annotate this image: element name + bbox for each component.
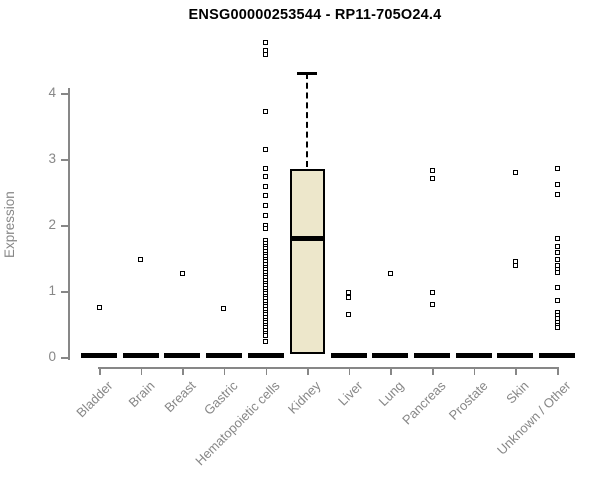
- outlier-point: [387, 270, 393, 276]
- outlier-point: [512, 169, 518, 175]
- outlier-point: [554, 270, 560, 276]
- outlier-point: [138, 256, 144, 262]
- y-axis-line: [68, 88, 70, 360]
- outlier-point: [554, 181, 560, 187]
- outlier-point: [429, 176, 435, 182]
- outlier-point: [429, 167, 435, 173]
- outlier-point: [263, 47, 269, 53]
- collapsed-box-bar: [455, 352, 492, 358]
- outlier-point: [263, 193, 269, 199]
- outlier-point: [263, 108, 269, 114]
- outlier-point: [554, 166, 560, 172]
- collapsed-box-bar: [330, 352, 367, 358]
- y-tick-label: 4: [48, 85, 56, 100]
- outlier-point: [346, 295, 352, 301]
- outlier-point: [554, 298, 560, 304]
- outlier-point: [263, 52, 269, 58]
- x-tick: [140, 367, 143, 375]
- x-tick: [307, 367, 309, 375]
- outlier-point: [179, 270, 185, 276]
- outlier-point: [263, 146, 269, 152]
- chart-title: ENSG00000253544 - RP11-705O24.4: [188, 7, 442, 23]
- outlier-point: [554, 325, 560, 331]
- outlier-point: [554, 256, 560, 262]
- x-tick: [432, 367, 434, 375]
- outlier-point: [346, 290, 352, 296]
- outlier-point: [263, 339, 269, 345]
- x-tick: [99, 367, 101, 375]
- whisker-cap: [297, 72, 318, 76]
- median-line: [289, 235, 325, 241]
- x-tick: [265, 367, 268, 375]
- collapsed-box-bar: [164, 352, 201, 358]
- box: [289, 168, 325, 354]
- outlier-point: [554, 236, 560, 242]
- y-tick-label: 2: [48, 217, 56, 232]
- collapsed-box-bar: [414, 352, 451, 358]
- outlier-point: [429, 301, 435, 307]
- collapsed-box-bar: [539, 352, 576, 358]
- outlier-point: [554, 192, 560, 198]
- outlier-point: [263, 183, 269, 189]
- collapsed-box-bar: [81, 352, 117, 358]
- outlier-point: [263, 174, 269, 180]
- outlier-point: [512, 263, 518, 269]
- whisker-line: [306, 73, 309, 167]
- x-tick: [182, 367, 184, 375]
- outlier-point: [346, 312, 352, 318]
- outlier-point: [263, 225, 269, 231]
- collapsed-box-bar: [247, 352, 284, 358]
- y-tick-label: 0: [48, 349, 56, 364]
- outlier-point: [429, 290, 435, 296]
- x-axis-line: [98, 367, 559, 369]
- collapsed-box-bar: [122, 352, 159, 358]
- y-tick: [61, 357, 68, 359]
- x-tick: [473, 367, 476, 375]
- collapsed-box-bar: [497, 352, 534, 358]
- y-tick: [61, 93, 68, 95]
- outlier-point: [221, 305, 227, 311]
- outlier-point: [554, 244, 560, 250]
- outlier-point: [263, 333, 269, 339]
- collapsed-box-bar: [205, 352, 242, 358]
- outlier-point: [263, 165, 269, 171]
- x-tick: [557, 367, 559, 375]
- outlier-point: [263, 202, 269, 208]
- outlier-point: [263, 39, 269, 45]
- outlier-point: [263, 212, 269, 218]
- y-tick-label: 3: [48, 151, 56, 166]
- collapsed-box-bar: [372, 352, 409, 358]
- x-tick: [223, 367, 226, 375]
- x-tick: [515, 367, 517, 375]
- y-tick-label: 1: [48, 283, 56, 298]
- x-tick: [348, 367, 351, 375]
- y-tick: [61, 291, 68, 293]
- outlier-point: [554, 284, 560, 290]
- outlier-point: [96, 305, 102, 310]
- outlier-point: [554, 249, 560, 255]
- y-tick: [61, 225, 68, 227]
- y-tick: [61, 159, 68, 161]
- x-tick: [390, 367, 392, 375]
- y-axis-title: Expression: [2, 191, 17, 259]
